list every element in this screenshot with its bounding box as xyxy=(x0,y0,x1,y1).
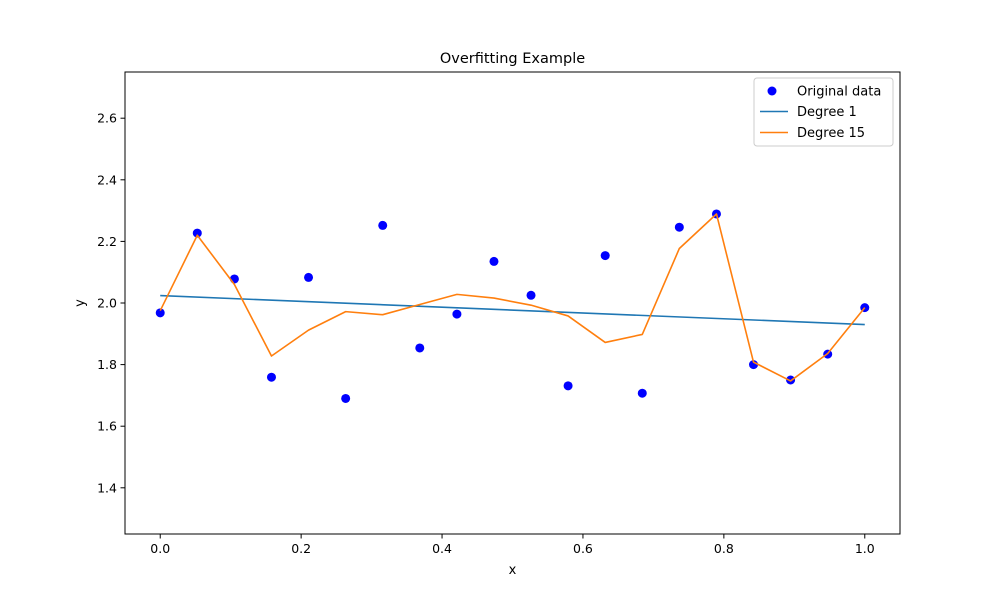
x-tick-label: 0.2 xyxy=(291,541,311,556)
series-line-degree-15 xyxy=(159,213,866,382)
y-tick-label: 2.2 xyxy=(97,234,117,249)
data-point xyxy=(266,372,276,382)
data-point xyxy=(600,251,610,261)
data-point xyxy=(637,388,647,398)
data-point xyxy=(674,222,684,232)
legend-marker-original-data xyxy=(767,86,777,96)
data-point xyxy=(489,256,499,266)
data-point xyxy=(304,272,314,282)
axes-frame xyxy=(124,71,901,535)
data-point xyxy=(378,220,388,230)
legend: Original data Degree 1 Degree 15 xyxy=(753,77,894,147)
y-tick-label: 2.0 xyxy=(97,296,117,311)
data-point xyxy=(341,393,351,403)
x-tick-label: 0.4 xyxy=(432,541,452,556)
x-tick-label: 0.0 xyxy=(150,541,170,556)
x-axis-label: x xyxy=(509,563,517,578)
y-tick-label: 2.4 xyxy=(97,172,117,187)
y-tick-label: 1.6 xyxy=(97,419,117,434)
data-point xyxy=(563,381,573,391)
data-point xyxy=(229,274,239,284)
data-point xyxy=(526,290,536,300)
data-point xyxy=(192,228,202,238)
legend-label-original-data: Original data xyxy=(797,85,881,100)
data-point xyxy=(155,308,165,318)
chart-title: Overfitting Example xyxy=(440,51,585,67)
x-tick-label: 1.0 xyxy=(855,541,875,556)
legend-label-degree-15: Degree 15 xyxy=(797,126,865,141)
axes: 0.0 0.2 0.4 0.6 0.8 1.0 1.4 1.6 1.8 2.0 2.2 2.4 2.6 xyxy=(97,111,875,556)
plot-area xyxy=(155,209,870,403)
y-tick-label: 1.8 xyxy=(97,357,117,372)
series-line-degree-1 xyxy=(160,294,865,326)
data-point xyxy=(749,360,759,370)
data-point xyxy=(452,309,462,319)
y-tick-label: 2.6 xyxy=(97,111,117,126)
x-tick-label: 0.8 xyxy=(714,541,734,556)
legend-box xyxy=(753,77,894,147)
y-axis-label: y xyxy=(73,299,88,307)
legend-label-degree-1: Degree 1 xyxy=(797,105,857,120)
x-tick-label: 0.6 xyxy=(573,541,593,556)
y-tick-label: 1.4 xyxy=(97,480,117,495)
data-point xyxy=(415,343,425,353)
